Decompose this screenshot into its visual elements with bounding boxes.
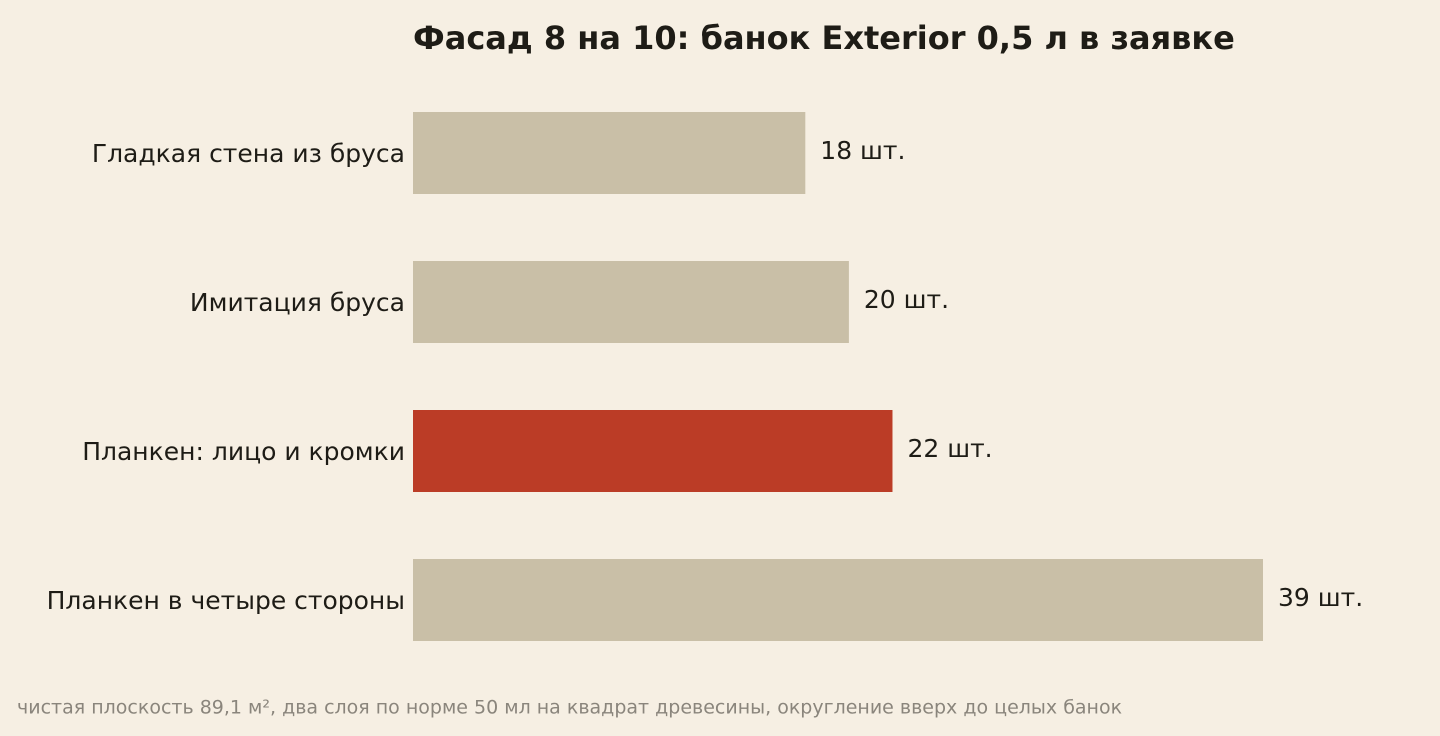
footnote: чистая плоскость 89,1 м², два слоя по но… [17,697,1122,719]
category-label: Планкен в четыре стороны [47,586,405,615]
bar [413,261,849,343]
value-label: 22 шт. [907,434,992,463]
value-label: 39 шт. [1278,583,1363,612]
value-label: 20 шт. [864,285,949,314]
category-label: Имитация бруса [190,288,405,317]
bar [413,559,1263,641]
chart-title: Фасад 8 на 10: банок Exterior 0,5 л в за… [413,19,1235,57]
bar [413,410,893,492]
bar [413,112,806,194]
category-label: Гладкая стена из бруса [92,139,405,168]
category-label: Планкен: лицо и кромки [82,437,405,466]
value-label: 18 шт. [820,136,905,165]
